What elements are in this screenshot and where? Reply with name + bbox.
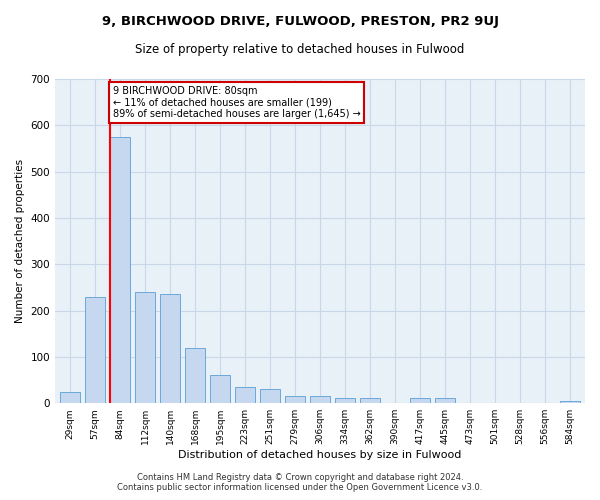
Text: Contains HM Land Registry data © Crown copyright and database right 2024.
Contai: Contains HM Land Registry data © Crown c… [118, 473, 482, 492]
Bar [285, 396, 305, 403]
Bar [135, 292, 155, 403]
Bar [160, 294, 180, 403]
Text: 9 BIRCHWOOD DRIVE: 80sqm
← 11% of detached houses are smaller (199)
89% of semi-: 9 BIRCHWOOD DRIVE: 80sqm ← 11% of detach… [113, 86, 360, 119]
Bar [310, 396, 330, 403]
Bar [360, 398, 380, 403]
Bar [260, 390, 280, 403]
Text: Size of property relative to detached houses in Fulwood: Size of property relative to detached ho… [136, 42, 464, 56]
Bar [235, 387, 255, 403]
Y-axis label: Number of detached properties: Number of detached properties [15, 159, 25, 323]
Bar [85, 296, 105, 403]
Bar [185, 348, 205, 403]
Text: 9, BIRCHWOOD DRIVE, FULWOOD, PRESTON, PR2 9UJ: 9, BIRCHWOOD DRIVE, FULWOOD, PRESTON, PR… [101, 15, 499, 28]
X-axis label: Distribution of detached houses by size in Fulwood: Distribution of detached houses by size … [178, 450, 462, 460]
Bar [110, 137, 130, 403]
Bar [410, 398, 430, 403]
Bar [60, 392, 80, 403]
Bar [435, 398, 455, 403]
Bar [210, 376, 230, 403]
Bar [560, 401, 580, 403]
Bar [335, 398, 355, 403]
